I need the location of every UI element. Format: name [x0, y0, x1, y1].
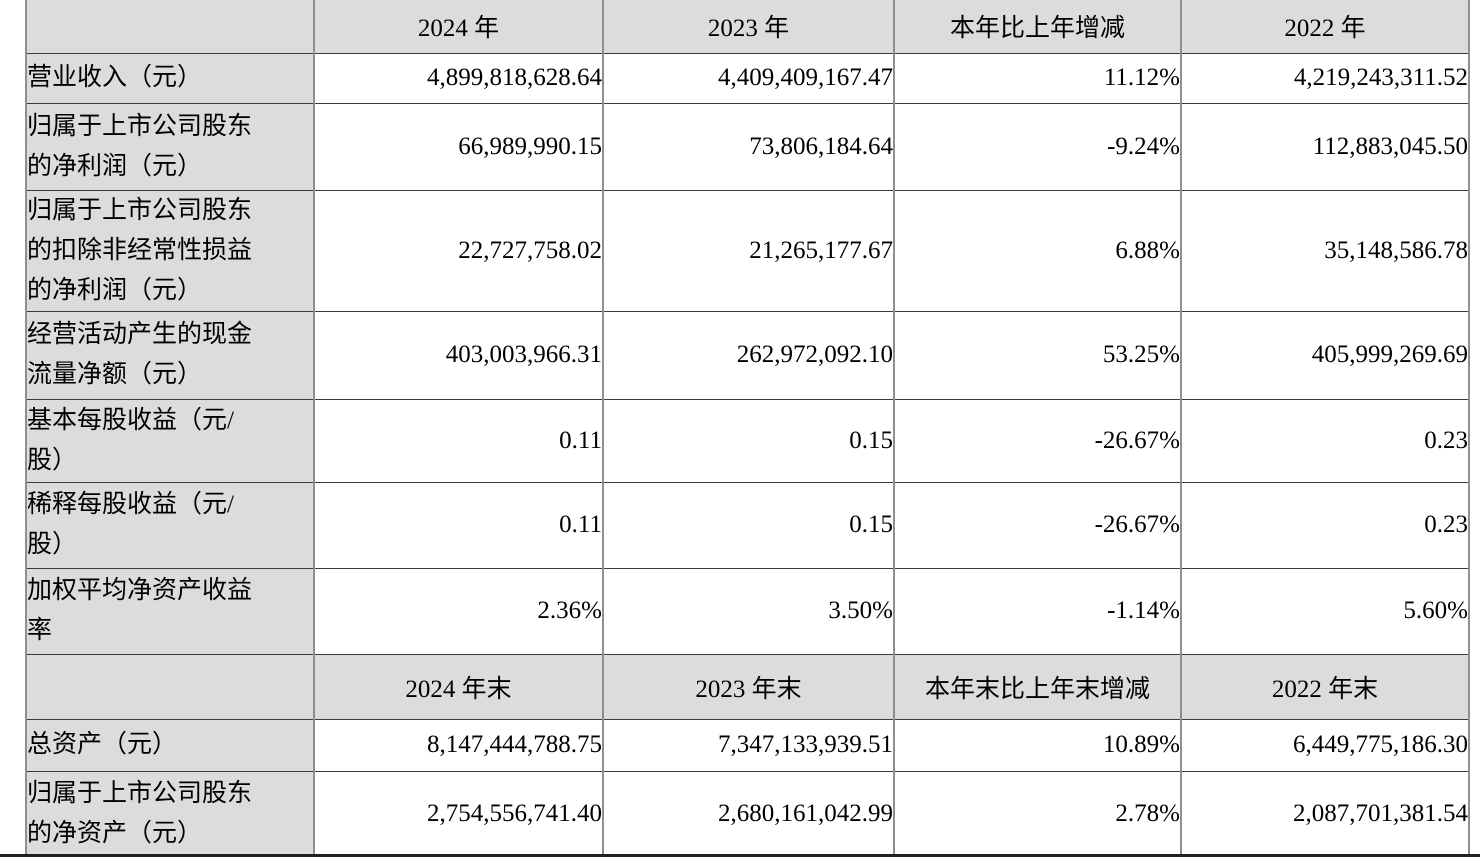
col-header-yoy-change: 本年比上年增减 — [893, 0, 1182, 54]
value-cell-2023: 262,972,092.10 — [602, 310, 895, 400]
value-cell-change: 6.88% — [893, 189, 1182, 312]
header-row-annual: 2024 年 2023 年 本年比上年增减 2022 年 — [25, 0, 1470, 54]
row-label-cell: 归属于上市公司股东 的净资产（元） — [25, 770, 315, 856]
value-cell-2022: 405,999,269.69 — [1180, 310, 1470, 400]
value-cell-2024: 22,727,758.02 — [313, 189, 604, 312]
value-cell-2022: 0.23 — [1180, 481, 1470, 569]
corner-header-cell — [25, 0, 315, 54]
value-cell-2023: 3.50% — [602, 567, 895, 655]
corner-header-cell — [25, 653, 315, 720]
table-row-diluted-eps: 稀释每股收益（元/ 股） 0.11 0.15 -26.67% 0.23 — [25, 481, 1470, 569]
value-cell-2022: 0.23 — [1180, 398, 1470, 483]
value-cell-2024: 403,003,966.31 — [313, 310, 604, 400]
row-label-cell: 经营活动产生的现金 流量净额（元） — [25, 310, 315, 400]
value-cell-2022: 112,883,045.50 — [1180, 102, 1470, 191]
value-cell-change: 2.78% — [893, 770, 1182, 856]
table-row-basic-eps: 基本每股收益（元/ 股） 0.11 0.15 -26.67% 0.23 — [25, 398, 1470, 483]
row-label-cell: 基本每股收益（元/ 股） — [25, 398, 315, 483]
page-bottom-rule — [0, 854, 1480, 857]
header-row-year-end: 2024 年末 2023 年末 本年末比上年末增减 2022 年末 — [25, 653, 1470, 720]
table-row-net-profit-excl-nonrecurring: 归属于上市公司股东 的扣除非经常性损益 的净利润（元） 22,727,758.0… — [25, 189, 1470, 312]
value-cell-change: -26.67% — [893, 398, 1182, 483]
value-cell-2024: 4,899,818,628.64 — [313, 52, 604, 104]
table-row-net-profit: 归属于上市公司股东 的净利润（元） 66,989,990.15 73,806,1… — [25, 102, 1470, 191]
col-header-2022-end: 2022 年末 — [1180, 653, 1470, 720]
value-cell-2023-end: 2,680,161,042.99 — [602, 770, 895, 856]
value-cell-2023-end: 7,347,133,939.51 — [602, 718, 895, 772]
value-cell-2023: 0.15 — [602, 481, 895, 569]
value-cell-2024-end: 8,147,444,788.75 — [313, 718, 604, 772]
table-row-net-assets: 归属于上市公司股东 的净资产（元） 2,754,556,741.40 2,680… — [25, 770, 1470, 856]
value-cell-2024: 0.11 — [313, 398, 604, 483]
value-cell-2024-end: 2,754,556,741.40 — [313, 770, 604, 856]
value-cell-2022-end: 6,449,775,186.30 — [1180, 718, 1470, 772]
financial-summary-table: 2024 年 2023 年 本年比上年增减 2022 年 营业收入（元） 4,8… — [25, 0, 1470, 856]
col-header-2024-end: 2024 年末 — [313, 653, 604, 720]
row-label-cell: 加权平均净资产收益 率 — [25, 567, 315, 655]
value-cell-2024: 2.36% — [313, 567, 604, 655]
row-label-cell: 稀释每股收益（元/ 股） — [25, 481, 315, 569]
col-header-year-end-change: 本年末比上年末增减 — [893, 653, 1182, 720]
value-cell-2022: 4,219,243,311.52 — [1180, 52, 1470, 104]
value-cell-change: 11.12% — [893, 52, 1182, 104]
row-label-cell: 总资产（元） — [25, 718, 315, 772]
row-label-cell: 归属于上市公司股东 的扣除非经常性损益 的净利润（元） — [25, 189, 315, 312]
table-row-operating-cash-flow: 经营活动产生的现金 流量净额（元） 403,003,966.31 262,972… — [25, 310, 1470, 400]
value-cell-2023: 4,409,409,167.47 — [602, 52, 895, 104]
value-cell-2023: 0.15 — [602, 398, 895, 483]
col-header-2022: 2022 年 — [1180, 0, 1470, 54]
table-row-revenue: 营业收入（元） 4,899,818,628.64 4,409,409,167.4… — [25, 52, 1470, 104]
value-cell-change: -9.24% — [893, 102, 1182, 191]
value-cell-change: -26.67% — [893, 481, 1182, 569]
value-cell-2023: 73,806,184.64 — [602, 102, 895, 191]
value-cell-2023: 21,265,177.67 — [602, 189, 895, 312]
table-row-weighted-avg-roe: 加权平均净资产收益 率 2.36% 3.50% -1.14% 5.60% — [25, 567, 1470, 655]
value-cell-2022: 35,148,586.78 — [1180, 189, 1470, 312]
col-header-2024: 2024 年 — [313, 0, 604, 54]
col-header-2023-end: 2023 年末 — [602, 653, 895, 720]
value-cell-2022: 5.60% — [1180, 567, 1470, 655]
value-cell-change: -1.14% — [893, 567, 1182, 655]
value-cell-2024: 0.11 — [313, 481, 604, 569]
row-label-cell: 归属于上市公司股东 的净利润（元） — [25, 102, 315, 191]
value-cell-change: 10.89% — [893, 718, 1182, 772]
value-cell-change: 53.25% — [893, 310, 1182, 400]
row-label-cell: 营业收入（元） — [25, 52, 315, 104]
table-row-total-assets: 总资产（元） 8,147,444,788.75 7,347,133,939.51… — [25, 718, 1470, 772]
value-cell-2022-end: 2,087,701,381.54 — [1180, 770, 1470, 856]
value-cell-2024: 66,989,990.15 — [313, 102, 604, 191]
col-header-2023: 2023 年 — [602, 0, 895, 54]
